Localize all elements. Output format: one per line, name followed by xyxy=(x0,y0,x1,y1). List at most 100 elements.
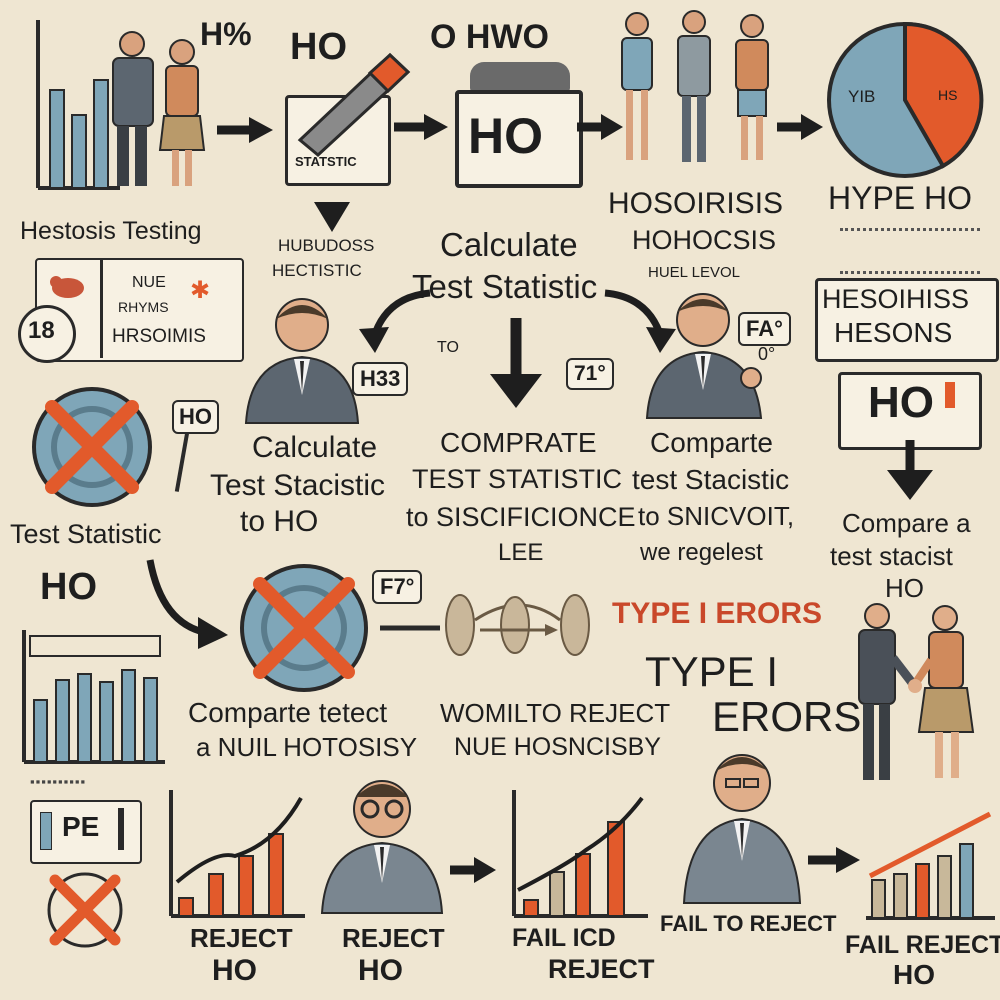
hesoihiss-box xyxy=(815,278,999,362)
curved-arrow-right-icon xyxy=(604,289,676,353)
pe-bar-right xyxy=(118,808,124,850)
star-mark: ✱ xyxy=(190,277,211,304)
arrow-down-icon xyxy=(887,440,933,500)
pie-right-label: HS xyxy=(938,87,958,103)
test-statistic-caption: Test Statistic xyxy=(10,519,162,549)
scribble-decoration xyxy=(840,228,980,274)
growth-chart-icon xyxy=(512,790,648,918)
red-mark xyxy=(945,382,955,408)
comprate-stat-caption: TEST STATISTIC xyxy=(412,464,623,494)
compare-snic-caption: to SNICVOIT, xyxy=(638,501,795,531)
ho-caption-1: HO xyxy=(212,954,257,987)
x-mark-icon xyxy=(47,872,123,948)
bubble-tail xyxy=(174,432,190,492)
fail-reject-ho-caption: HO xyxy=(893,959,935,990)
seventy-bubble: 71° xyxy=(566,358,614,390)
fail-reject-caption: FAIL REJECT xyxy=(845,931,1000,959)
hosoirisis-caption: HOSOIRISIS xyxy=(608,187,784,220)
calculate-title: Calculate xyxy=(440,226,578,263)
rhyms-label: RHYMS xyxy=(118,299,169,315)
badge-number: 18 xyxy=(28,317,55,344)
hrsoimis-label: HRSOIMIS xyxy=(112,326,206,347)
pile-decoration xyxy=(470,62,570,92)
bar-chart-icon xyxy=(22,630,165,764)
compare-a-ho-caption: HO xyxy=(885,573,924,603)
test-statistic-title: Test Statistic xyxy=(412,268,598,305)
arrow-right-icon xyxy=(777,114,823,140)
curved-arrow-icon xyxy=(146,559,228,649)
fa-bubble: FA° xyxy=(738,312,791,346)
ho-hypothesis-box xyxy=(455,90,583,188)
o-hwo-label: O HWO xyxy=(430,18,549,56)
ho-caption-2: HO xyxy=(358,954,403,987)
ho-top-label: HO xyxy=(290,26,347,68)
ho-box-right-label: HO xyxy=(868,378,934,427)
pe-label: PE xyxy=(62,811,100,842)
hubudoss-caption: HUBUDOSS xyxy=(278,236,375,255)
final-bar-chart-icon xyxy=(866,811,995,920)
womilto-caption: WOMILTO REJECT xyxy=(440,698,671,728)
curved-arrow-left-icon xyxy=(359,289,431,353)
ho-box-label: HO xyxy=(468,108,543,164)
fail-to-reject-caption: FAIL TO REJECT xyxy=(660,911,837,936)
compare-a-caption: Compare a xyxy=(842,508,971,538)
type-errors-title: TYPE I ERORS xyxy=(612,597,823,630)
h-percent-label: H% xyxy=(200,16,252,52)
huel-level-caption: HUEL LEVOL xyxy=(648,264,740,281)
man-glasses-portrait-icon xyxy=(320,780,444,914)
comprate-lee-caption: LEE xyxy=(498,539,544,566)
f7-bubble: F7° xyxy=(372,570,423,604)
zero-label: 0° xyxy=(758,344,776,364)
pie-chart-icon xyxy=(827,21,984,178)
arrow-right-icon xyxy=(577,114,623,140)
badge-circle xyxy=(18,305,76,363)
null-hotosisy-caption: a NUIL HOTOSISY xyxy=(196,732,418,762)
compare-caption: Comparte xyxy=(650,427,773,458)
type-big-title: TYPE I xyxy=(645,648,779,695)
fail-icd-reject-caption: REJECT xyxy=(548,954,655,984)
test-stacist-caption: test stacist xyxy=(830,541,953,571)
to-ho-caption: to HO xyxy=(240,505,319,538)
statstic-label: STATSTIC xyxy=(295,154,357,169)
animal-icon xyxy=(50,276,84,298)
errors-big-title: ERORS xyxy=(712,693,862,740)
ho-box-right xyxy=(838,372,982,450)
to-label: TO xyxy=(437,339,459,356)
hype-ho-caption: HYPE HO xyxy=(828,180,973,216)
compare-stat-caption: test Stacistic xyxy=(632,464,790,495)
arrow-down-icon xyxy=(490,318,542,408)
bar-chart-icon xyxy=(36,20,120,190)
no-symbol-icon xyxy=(240,564,368,692)
comprate-sig-caption: to SISCIFICIONCE xyxy=(406,502,636,532)
person-man-icon xyxy=(112,31,154,186)
comprate-caption: COMPRATE xyxy=(440,427,597,458)
table-divider xyxy=(100,258,103,358)
compare-regelest-caption: we regelest xyxy=(640,539,763,566)
man-portrait-icon xyxy=(682,754,802,904)
scribble-row5: ▪▪▪▪▪▪▪▪▪▪ xyxy=(30,774,87,789)
h33-bubble: H33 xyxy=(352,362,409,396)
handshake-people-icon xyxy=(858,603,975,780)
arrow-right-icon xyxy=(394,114,448,140)
arrow-right-icon xyxy=(450,857,496,883)
hectistic-caption: HECTISTIC xyxy=(272,261,362,280)
growth-chart-icon xyxy=(169,790,305,918)
people-group-icon xyxy=(621,10,769,162)
chain-figures-icon xyxy=(380,594,590,656)
reject-caption-1: REJECT xyxy=(190,923,293,953)
arrow-down-icon xyxy=(314,202,350,232)
test-stacistic-caption: Test Stacistic xyxy=(210,469,386,502)
hohocsis-caption: HOHOCSIS xyxy=(632,225,777,255)
man-portrait-icon xyxy=(645,293,763,419)
hesons-label: HESONS xyxy=(834,317,953,348)
fail-icd-caption: FAIL ICD xyxy=(512,924,616,952)
pen-icon xyxy=(297,52,411,157)
nue-hosncisby-caption: NUE HOSNCISBY xyxy=(454,733,661,761)
calculate-caption: Calculate xyxy=(252,431,378,464)
pe-bar-left xyxy=(40,812,52,850)
arrow-right-icon xyxy=(217,117,273,143)
no-symbol-icon xyxy=(32,387,152,507)
ho-row4-label: HO xyxy=(40,566,97,608)
compare-tetect-caption: Comparte tetect xyxy=(188,697,388,728)
arrow-right-icon xyxy=(808,847,860,873)
